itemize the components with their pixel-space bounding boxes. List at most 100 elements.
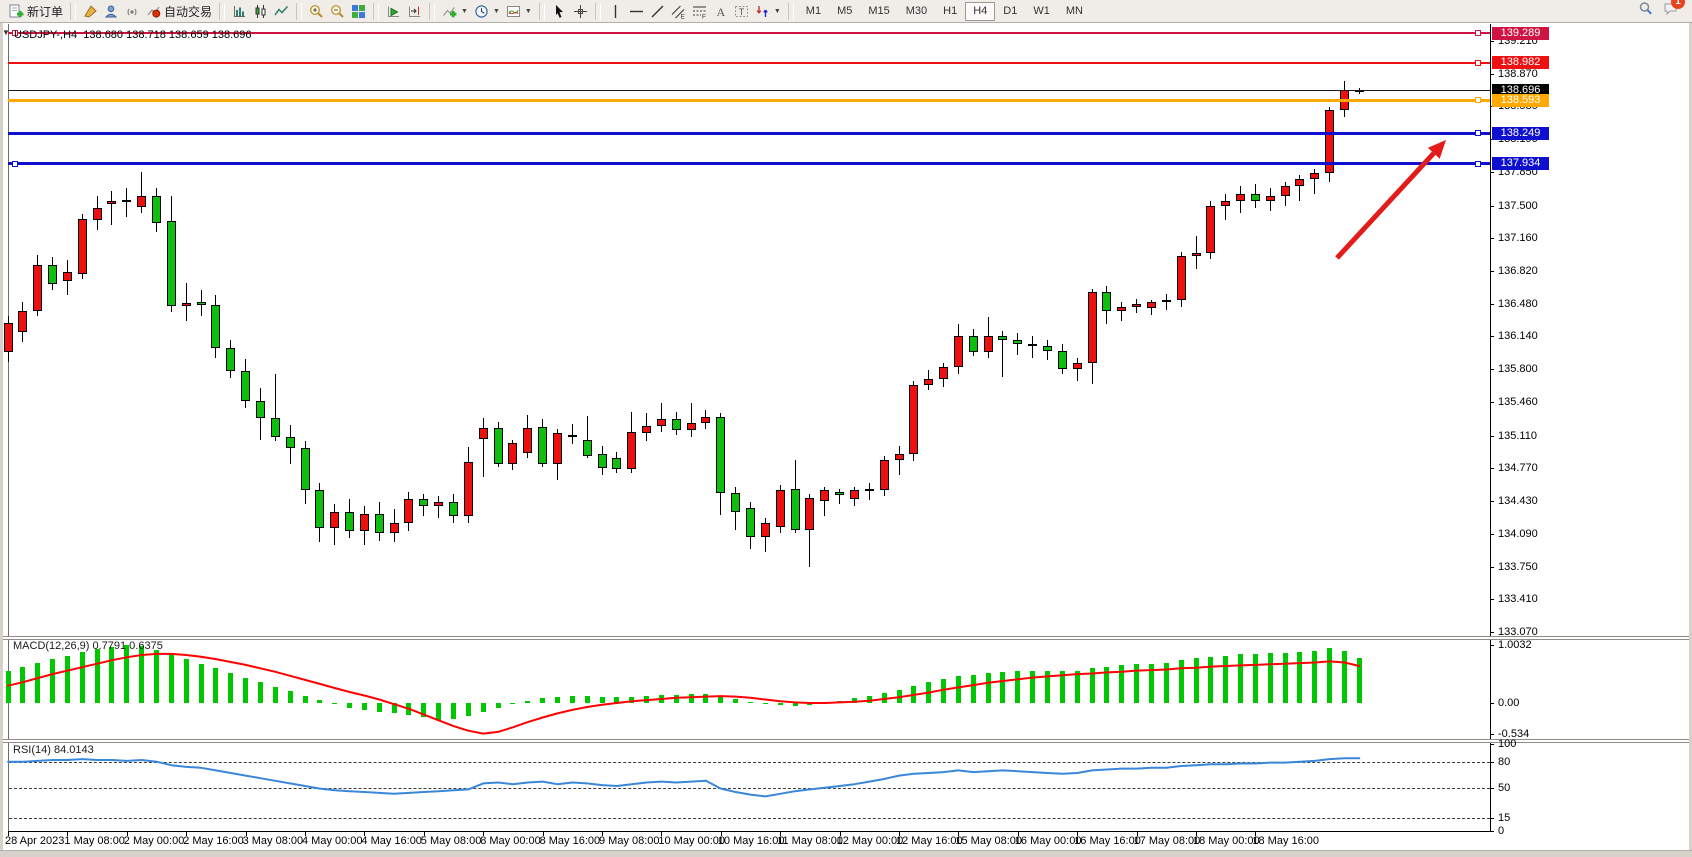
rsi-axis-tick (1490, 787, 1494, 789)
time-axis-tick (661, 831, 663, 836)
rsi-axis-tick (1490, 831, 1494, 832)
support-line-2-handle-right[interactable] (1475, 160, 1481, 167)
chart-shift-button[interactable] (404, 3, 425, 20)
macd-histogram-bar (525, 700, 531, 703)
chart-menu-dropdown-icon[interactable]: ▼ (2, 28, 10, 37)
trend-arrow-line[interactable] (1335, 151, 1436, 260)
timeframe-h4-button[interactable]: H4 (965, 1, 996, 21)
toolbar-separator (373, 2, 380, 20)
candle (33, 265, 43, 312)
orange-level-line[interactable] (8, 98, 1490, 102)
candle (137, 195, 147, 207)
support-line-2-handle-left[interactable] (12, 160, 18, 167)
time-axis-label: 18 May 16:00 (1252, 835, 1320, 847)
macd-label: MACD(12,26,9) 0.7791 0.6375 (13, 640, 163, 652)
timeframe-m5-button[interactable]: M5 (837, 4, 853, 17)
macd-histogram-bar (792, 703, 798, 706)
candle (166, 220, 176, 306)
arrows-button[interactable]: ▼ (752, 3, 784, 20)
price-axis-tick (1490, 303, 1494, 305)
macd-histogram-bar (1297, 652, 1303, 703)
rsi-level-50-line (9, 787, 1490, 789)
templates-button[interactable]: ▼ (503, 3, 535, 20)
support-line-2[interactable] (8, 162, 1490, 166)
resistance-line-1-handle-left[interactable] (12, 30, 18, 37)
candle (1176, 255, 1186, 300)
toolbar-group-scroll (383, 0, 425, 22)
candle-wick (586, 416, 588, 458)
timeframe-w1-button[interactable]: W1 (1033, 4, 1050, 17)
macd-histogram-bar (332, 703, 338, 705)
zoom-out-button[interactable] (327, 3, 348, 20)
timeframe-mn-button[interactable]: MN (1065, 4, 1083, 17)
candlestick-button[interactable] (250, 3, 271, 20)
chart-style-button[interactable] (80, 3, 101, 20)
macd-histogram-bar (257, 682, 263, 703)
support-line-1[interactable] (8, 131, 1490, 135)
toolbar-group-timeframes: M1 M5 M15 M30 H1 H4 D1 W1 MN (798, 0, 1091, 22)
toolbar-separator (538, 2, 545, 20)
time-axis-tick (305, 831, 306, 836)
macd-histogram-bar (1163, 662, 1169, 703)
zoom-in-button[interactable] (306, 3, 327, 20)
timeframe-m30-button[interactable]: M30 (905, 4, 928, 17)
macd-histogram-bar (1000, 671, 1006, 703)
trendline-button[interactable] (647, 3, 668, 20)
support-line-1-handle-right[interactable] (1475, 130, 1481, 137)
rsi-pane-splitter[interactable] (3, 739, 1689, 743)
fibonacci-button[interactable]: F (689, 3, 710, 20)
current-price-line[interactable] (8, 89, 1490, 91)
bars-button[interactable] (229, 3, 250, 20)
candle (1013, 340, 1023, 345)
timeframe-m15-button[interactable]: M15 (868, 4, 890, 17)
autoscroll-button[interactable] (383, 3, 404, 20)
notifications-button[interactable]: 1 (1663, 0, 1685, 21)
timeframe-h1-button[interactable]: H1 (943, 4, 958, 17)
resistance-line-2[interactable] (8, 61, 1490, 64)
candle-wick (1076, 357, 1078, 381)
new-order-icon (9, 4, 24, 19)
vline-button[interactable] (605, 3, 626, 20)
price-axis-tick (1490, 238, 1494, 240)
time-axis-tick (958, 831, 960, 836)
price-axis-tick-label: 133.070 (1498, 625, 1538, 638)
crosshair-button[interactable] (570, 3, 591, 20)
toolbar-group-services: 自动交易 (80, 0, 215, 22)
timeframe-d1-button[interactable]: D1 (1003, 4, 1018, 17)
macd-histogram-bar (1119, 665, 1125, 703)
resistance-line-1-handle-right[interactable] (1475, 30, 1481, 37)
timeframe-m1-button[interactable]: M1 (805, 4, 822, 17)
periods-button[interactable]: ▼ (471, 3, 503, 20)
indicators-button[interactable]: ▼ (439, 3, 471, 20)
label-button[interactable]: T (731, 3, 752, 20)
candle (196, 301, 206, 305)
profile-button[interactable] (101, 3, 122, 20)
signal-button[interactable] (122, 3, 143, 20)
rsi-axis-tick (1490, 761, 1494, 763)
time-axis-label: 4 May 16:00 (361, 835, 422, 847)
toolbar-separator (429, 2, 436, 20)
macd-histogram-bar (896, 689, 902, 703)
resistance-line-1[interactable] (8, 32, 1490, 35)
toolbar-group-pointer (549, 0, 591, 22)
candle (1191, 252, 1201, 256)
resistance-line-2-handle-right[interactable] (1475, 59, 1481, 66)
macd-histogram-bar (421, 703, 427, 718)
candle-wick (660, 402, 662, 432)
line-chart-button[interactable] (271, 3, 292, 20)
autotrade-button[interactable]: 自动交易 (143, 2, 215, 21)
vline-icon (608, 4, 623, 19)
price-axis-tick (1490, 73, 1494, 75)
hline-button[interactable] (626, 3, 647, 20)
channel-button[interactable]: E (668, 3, 689, 20)
cursor-button[interactable] (549, 3, 570, 20)
orange-level-line-handle-right[interactable] (1475, 97, 1481, 104)
hline-icon (629, 4, 644, 19)
trend-arrow-head[interactable] (1427, 140, 1446, 159)
price-axis-tick (1490, 41, 1494, 42)
macd-pane-splitter[interactable] (3, 636, 1689, 640)
new-order-button[interactable]: 新订单 (6, 2, 66, 21)
tile-windows-button[interactable] (348, 3, 369, 20)
search-icon[interactable] (1638, 1, 1653, 21)
text-button[interactable]: A (710, 3, 731, 20)
